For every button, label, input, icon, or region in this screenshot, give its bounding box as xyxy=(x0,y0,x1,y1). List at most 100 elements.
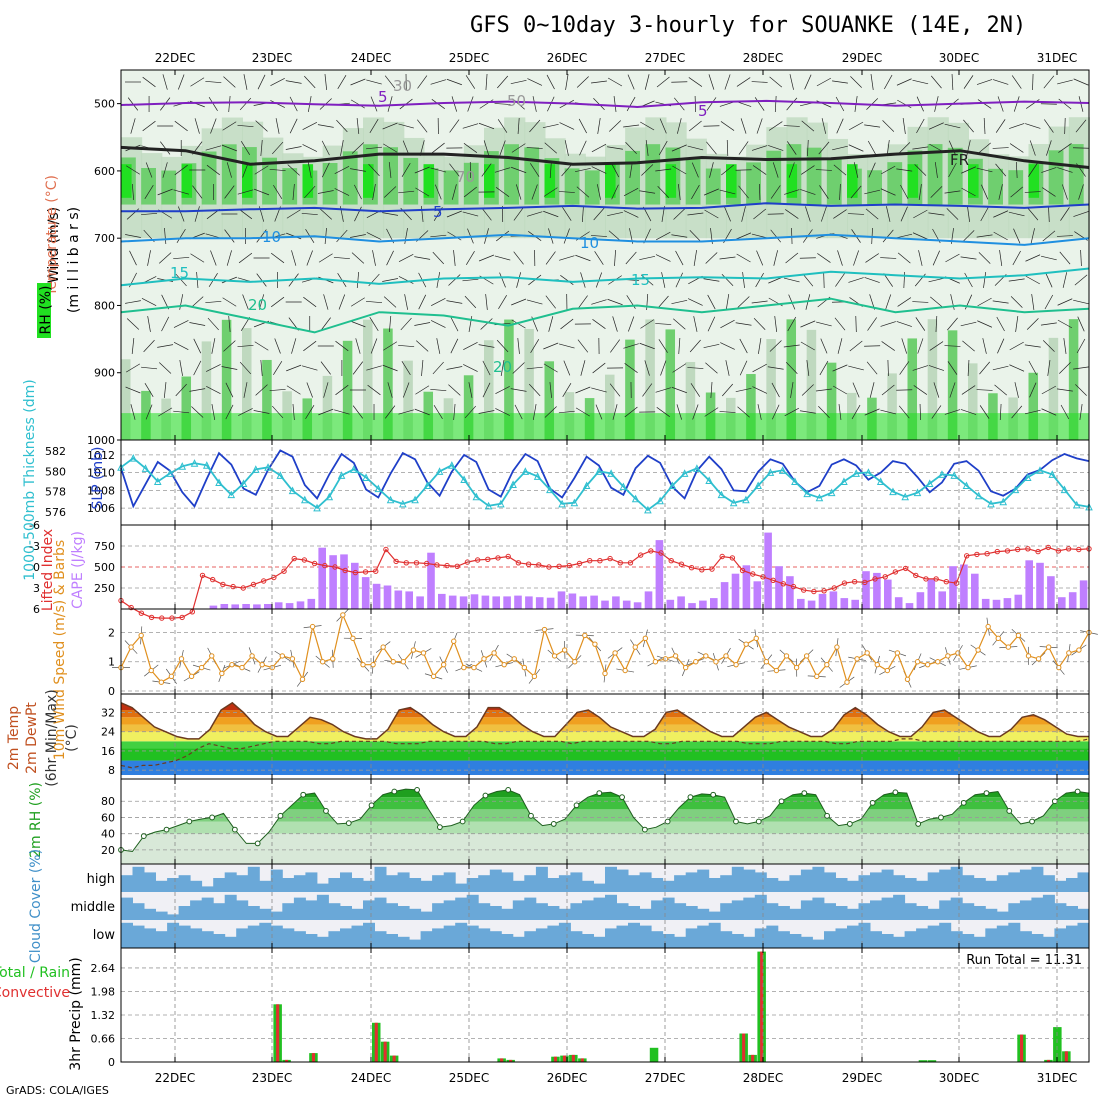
wind-speed-point xyxy=(803,653,810,659)
wind-barb xyxy=(675,272,684,288)
cloud-cell xyxy=(420,880,433,892)
cloud-cell xyxy=(708,878,721,892)
wind-barb xyxy=(384,75,396,89)
wind-barb xyxy=(384,405,396,419)
wind-barb xyxy=(597,118,601,134)
lifted-index-point xyxy=(179,614,185,621)
wind-barb xyxy=(979,361,991,375)
cloud-cell xyxy=(201,931,214,948)
cloud-cell xyxy=(720,875,733,892)
precip-total-bar xyxy=(918,1060,928,1062)
wind-barb xyxy=(1028,163,1038,177)
precip-convective-bar xyxy=(392,1055,396,1062)
wind-speed-point xyxy=(723,653,729,659)
wind-barb xyxy=(141,212,158,216)
lifted-index-point xyxy=(413,560,420,566)
wind-speed-point xyxy=(158,679,165,685)
wind-barb xyxy=(431,142,445,154)
wind-barb xyxy=(769,340,782,352)
wind-barb xyxy=(641,164,654,176)
wind-barb xyxy=(173,320,189,328)
wind-barb xyxy=(1009,364,1025,372)
wind-speed-point xyxy=(844,679,850,685)
lifted-index-point xyxy=(128,604,134,611)
cloud-cell xyxy=(962,934,975,948)
wind-barb xyxy=(900,206,908,222)
cloud-cell xyxy=(432,903,445,920)
wind-barb xyxy=(736,232,752,240)
temp-axis-label: 2m DewPt xyxy=(24,702,40,774)
isotherm-line xyxy=(121,202,1090,213)
date-label-top: 26DEC xyxy=(547,51,587,65)
wind-barb xyxy=(639,342,655,350)
chart-title: GFS 0~10day 3-hourly for SOUANKE (14E, 2… xyxy=(470,13,1026,38)
li-tick-label: 3 xyxy=(33,582,40,595)
slp-axis-label: SLP (mb) xyxy=(90,446,106,509)
wind-barb xyxy=(478,122,495,130)
wind-barb xyxy=(614,249,616,267)
wind-barb xyxy=(816,77,832,87)
wind-barb xyxy=(1073,78,1089,86)
wind-barb xyxy=(207,317,219,331)
cloud-cell xyxy=(132,866,145,892)
wind-barb xyxy=(398,276,414,284)
wind-speed-point xyxy=(1005,644,1012,650)
wind-barb xyxy=(896,233,913,239)
wind-barb xyxy=(401,162,411,178)
cloud-cell xyxy=(1054,903,1067,920)
lifted-index-point xyxy=(1035,548,1041,555)
wind-barb xyxy=(351,142,365,154)
precip-total-bar xyxy=(927,1060,937,1062)
cloud-cell xyxy=(144,872,156,892)
thickness-point xyxy=(202,461,211,469)
date-label-bottom: 31DEC xyxy=(1037,1071,1077,1085)
cloud-cell xyxy=(190,928,203,948)
wind-barb xyxy=(463,342,478,350)
wind-barb xyxy=(389,315,392,333)
wind-barb xyxy=(532,96,537,112)
wind-barb xyxy=(1024,409,1041,415)
rh-point xyxy=(892,789,899,796)
wind-barb xyxy=(1073,211,1089,217)
date-label-bottom: 29DEC xyxy=(842,1071,882,1085)
wind-barb xyxy=(964,272,973,288)
wind-speed-point xyxy=(864,650,870,656)
wind-barb xyxy=(820,338,828,354)
cloud-cell xyxy=(1042,875,1055,892)
cloud-cell xyxy=(708,911,721,920)
rh-point xyxy=(733,818,739,825)
cape-bar xyxy=(383,585,392,609)
temp-tick-label: 32 xyxy=(101,706,115,719)
cloud-cell xyxy=(259,922,272,948)
wind-barb xyxy=(657,295,669,309)
cloud-cell xyxy=(374,931,387,948)
wind-barb xyxy=(690,383,701,397)
wind-barb xyxy=(928,277,945,283)
wind-speed-point xyxy=(229,661,235,668)
cloud-cell xyxy=(847,880,859,892)
lifted-index-point xyxy=(138,610,145,616)
wind-barb xyxy=(421,359,424,377)
cloud-cell xyxy=(201,897,214,920)
wind-barb xyxy=(912,79,929,85)
legend-total-rain: Total / Rain xyxy=(0,965,70,981)
wind-barb xyxy=(382,278,399,282)
rh-point xyxy=(505,786,512,793)
wind-barb xyxy=(881,165,896,175)
thickness-point xyxy=(423,481,432,490)
wind-barb xyxy=(661,272,666,288)
wind-barb xyxy=(855,315,857,333)
wind-barb xyxy=(221,144,238,152)
wind-barb xyxy=(607,146,623,150)
precip-convective-bar xyxy=(374,1022,378,1062)
rh-band-low xyxy=(806,329,817,440)
wind-barb xyxy=(735,322,752,326)
wind-barb xyxy=(961,187,976,197)
wind-barb xyxy=(580,360,586,376)
thickness-point xyxy=(533,472,542,480)
wind-speed-point xyxy=(1076,647,1082,653)
rh-band-low xyxy=(685,361,696,440)
wind-barb xyxy=(453,250,456,266)
cloud-cell xyxy=(478,928,491,948)
wind-barb xyxy=(880,188,896,196)
